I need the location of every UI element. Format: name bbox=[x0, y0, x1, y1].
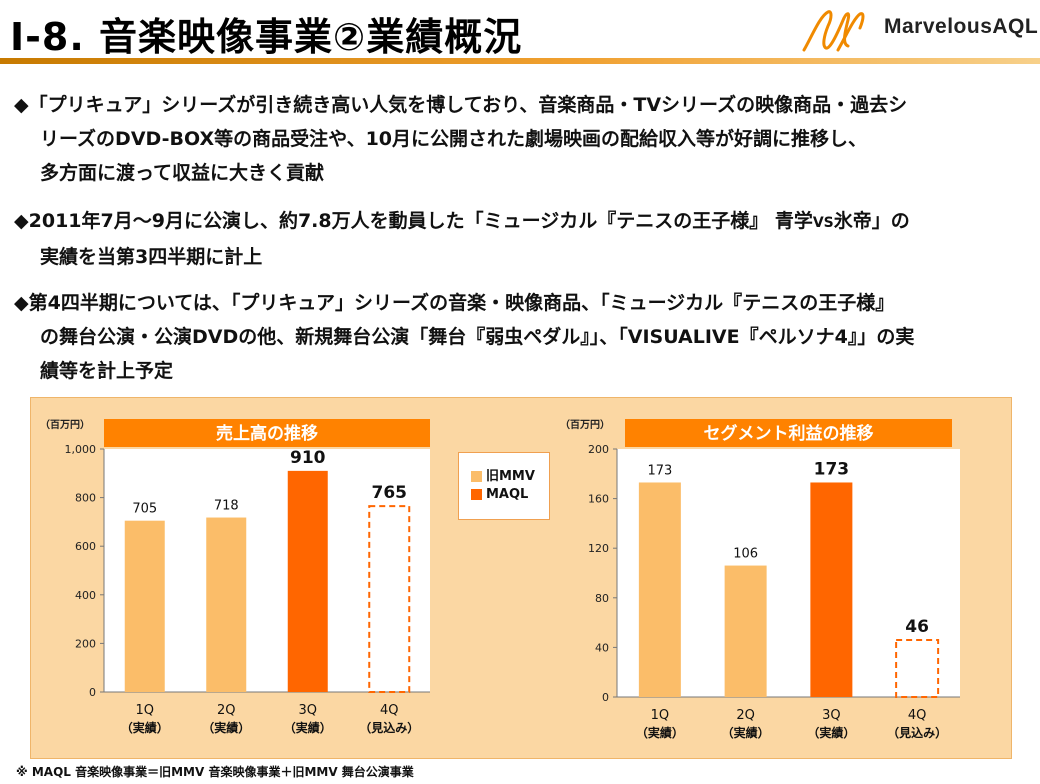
x-tick-sublabel: （実績） bbox=[636, 725, 684, 740]
bullet-3: ◆第4四半期については、「プリキュア」シリーズの音楽・映像商品、「ミュージカル『… bbox=[14, 286, 914, 388]
legend-swatch bbox=[471, 489, 482, 500]
x-tick-sublabel: （実績） bbox=[284, 720, 332, 735]
x-tick-label: 3Q bbox=[298, 703, 317, 718]
bar bbox=[724, 565, 767, 697]
bullet-text: 2011年7月～9月に公演し、約7.8万人を動員した「ミュージカル『テニスの王子… bbox=[28, 210, 813, 232]
x-tick-sublabel: （見込み） bbox=[887, 725, 947, 740]
data-label: 765 bbox=[372, 483, 408, 503]
x-tick-label: 2Q bbox=[217, 703, 236, 718]
x-tick-sublabel: （実績） bbox=[121, 720, 169, 735]
bullet-1: ◆「プリキュア」シリーズが引き続き高い人気を博しており、音楽商品・TVシリーズの… bbox=[14, 88, 907, 190]
bullet-text: 実績を当第3四半期に計上 bbox=[40, 246, 263, 268]
bullet-2: ◆2011年7月～9月に公演し、約7.8万人を動員した「ミュージカル『テニスの王… bbox=[14, 204, 910, 274]
data-label: 173 bbox=[814, 459, 850, 479]
page-title: Ⅰ-8. 音楽映像事業②業績概況 bbox=[10, 15, 523, 59]
y-unit-label: （百万円） bbox=[560, 418, 610, 431]
legend-item-old-mmv: 旧MMV bbox=[471, 465, 535, 484]
y-tick-label: 120 bbox=[588, 542, 609, 555]
legend-label: MAQL bbox=[486, 487, 529, 502]
y-tick-label: 400 bbox=[75, 589, 96, 602]
bullet-text: の舞台公演・公演DVDの他、新規舞台公演「舞台『弱虫ペダル』」、「VISUALI… bbox=[40, 326, 915, 348]
data-label: 106 bbox=[733, 547, 758, 562]
bar bbox=[206, 517, 247, 692]
x-tick-label: 2Q bbox=[736, 708, 755, 723]
y-tick-label: 0 bbox=[602, 691, 609, 704]
data-label: 46 bbox=[905, 617, 929, 637]
chart-title: 売上高の推移 bbox=[216, 423, 318, 444]
bullet-marker: ◆ bbox=[14, 210, 29, 232]
y-tick-label: 800 bbox=[75, 492, 96, 505]
chart-title-box bbox=[625, 419, 952, 447]
legend-swatch bbox=[471, 471, 482, 482]
x-tick-sublabel: （実績） bbox=[722, 725, 770, 740]
bar bbox=[287, 470, 328, 692]
bullet-text: 第4四半期については、「プリキュア」シリーズの音楽・映像商品、「ミュージカル『テ… bbox=[28, 292, 895, 314]
data-label: 910 bbox=[290, 448, 326, 468]
x-tick-label: 3Q bbox=[822, 708, 841, 723]
chart-legend: 旧MMV MAQL bbox=[458, 452, 550, 520]
company-logo: MarvelousAQL bbox=[798, 6, 1038, 56]
logo-text: MarvelousAQL bbox=[884, 15, 1039, 38]
title-underline bbox=[0, 58, 1040, 64]
bullet-marker: ◆ bbox=[14, 292, 29, 314]
bullet-text: リーズのDVD-BOX等の商品受注や、10月に公開された劇場映画の配給収入等が好… bbox=[40, 128, 868, 150]
bar-forecast bbox=[368, 505, 411, 694]
data-label: 173 bbox=[647, 463, 672, 478]
bar bbox=[638, 482, 681, 697]
bar bbox=[810, 482, 853, 697]
x-tick-sublabel: （実績） bbox=[807, 725, 855, 740]
chart-title: セグメント利益の推移 bbox=[704, 423, 874, 444]
bullet-marker: ◆ bbox=[14, 94, 29, 116]
x-tick-sublabel: （実績） bbox=[202, 720, 250, 735]
bullet-text: 氷帝」の bbox=[833, 210, 910, 232]
y-tick-label: 80 bbox=[595, 592, 609, 605]
y-tick-label: 1,000 bbox=[65, 443, 97, 456]
legend-item-maql: MAQL bbox=[471, 487, 528, 502]
x-tick-label: 1Q bbox=[135, 703, 154, 718]
bullet-text: 多方面に渡って収益に大きく貢献 bbox=[40, 162, 325, 184]
data-label: 705 bbox=[132, 502, 157, 517]
y-tick-label: 40 bbox=[595, 641, 609, 654]
chart-title-box bbox=[104, 419, 430, 447]
x-tick-sublabel: （見込み） bbox=[359, 720, 419, 735]
data-label: 718 bbox=[214, 499, 239, 514]
bullet-text-vs: VS bbox=[812, 215, 834, 231]
logo-mark-icon bbox=[802, 10, 865, 52]
x-tick-label: 4Q bbox=[908, 708, 927, 723]
y-unit-label: （百万円） bbox=[40, 418, 90, 431]
y-tick-label: 200 bbox=[75, 637, 96, 650]
footnote: ※ MAQL 音楽映像事業＝旧MMV 音楽映像事業＋旧MMV 舞台公演事業 bbox=[16, 765, 414, 779]
bar bbox=[124, 520, 165, 692]
y-tick-label: 600 bbox=[75, 540, 96, 553]
x-tick-label: 4Q bbox=[380, 703, 399, 718]
bar-forecast bbox=[895, 638, 940, 699]
y-tick-label: 0 bbox=[89, 686, 96, 699]
y-tick-label: 200 bbox=[588, 443, 609, 456]
legend-label: 旧MMV bbox=[486, 469, 535, 484]
bullet-text: 「プリキュア」シリーズが引き続き高い人気を博しており、音楽商品・TVシリーズの映… bbox=[28, 94, 908, 116]
bullet-text: 績等を計上予定 bbox=[40, 360, 174, 382]
x-tick-label: 1Q bbox=[651, 708, 670, 723]
y-tick-label: 160 bbox=[588, 493, 609, 506]
